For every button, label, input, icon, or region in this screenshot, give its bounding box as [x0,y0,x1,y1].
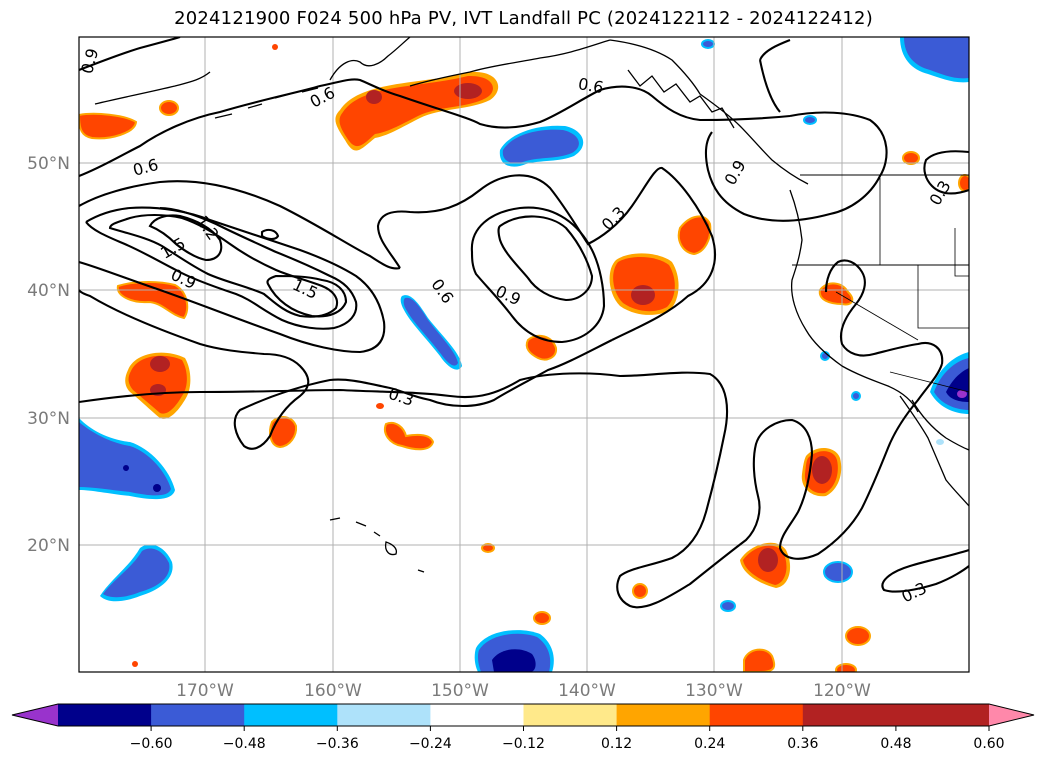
negative-blob [701,39,715,49]
colorbar-tick-label: −0.60 [130,736,173,752]
colorbar-swatch [337,704,431,726]
positive-blob [845,626,871,646]
positive-blob [902,151,920,165]
positive-blob [677,215,712,256]
colorbar-ticks: −0.60 −0.48 −0.36 −0.24 −0.12 0.12 0.24 0.36 0.4… [130,726,1005,752]
positive-blob [632,583,648,599]
positive-blob [269,416,298,449]
positive-blob [272,44,278,50]
negative-blob [823,561,853,583]
lat-label: 40°N [27,281,70,301]
colorbar-tick-label: 0.24 [694,736,725,752]
latitude-labels: 50°N 40°N 30°N 20°N [27,154,70,556]
negative-blob [936,439,944,445]
colorbar-tick-label: 0.60 [973,736,1004,752]
positive-blob [743,648,776,672]
negative-blob [400,295,462,370]
positive-blob [818,282,854,306]
colorbar-tick-label: −0.48 [223,736,266,752]
negative-blob [803,115,817,125]
negative-blob [720,600,736,612]
lat-label: 30°N [27,409,70,429]
colorbar-tick-label: 0.48 [880,736,911,752]
colorbar-swatch [151,704,245,726]
colorbar-swatch [523,704,618,726]
contours [79,37,969,609]
colorbar-swatch [895,704,990,726]
positive-blob [384,422,435,451]
colorbar-extend-low [12,704,58,726]
colorbar-extend-high [989,704,1034,726]
lon-label: 140°W [558,681,616,701]
lon-label: 150°W [431,681,489,701]
colorbar-swatch [244,704,338,726]
colorbar-tick-label: −0.24 [409,736,452,752]
negative-blob [100,544,173,602]
positive-blob [533,611,551,625]
lon-label: 170°W [176,681,234,701]
colorbar-tick-label: −0.36 [316,736,359,752]
positive-blob [740,542,791,588]
contour-label: 0.6 [577,74,605,97]
positive-blob [132,661,138,667]
positive-blob [335,71,499,151]
positive-blob [525,334,558,361]
colorbar-outline [11,703,1035,727]
negative-blob [851,391,861,401]
positive-blob [481,543,495,553]
colorbar-tick-label: 0.36 [787,736,818,752]
negative-blob [79,418,175,500]
shading-layer [79,37,969,672]
negative-blob [930,352,969,414]
map-title: 2024121900 F024 500 hPa PV, IVT Landfall… [174,8,873,29]
colorbar: −0.60 −0.48 −0.36 −0.24 −0.12 0.12 0.24 0.36 0.4… [11,703,1035,752]
positive-blob [159,100,179,116]
positive-blob [79,112,138,140]
positive-blob [376,403,384,409]
positive-blob [116,281,189,320]
positive-blob [609,253,679,315]
colorbar-swatch [709,704,804,726]
colorbar-swatch [58,704,152,726]
negative-blob [474,630,554,672]
map-border [78,36,970,673]
colorbar-swatch [430,704,524,726]
colorbar-tick-label: −0.12 [502,736,545,752]
lat-label: 20°N [27,536,70,556]
colorbar-swatch [802,704,897,726]
colorbar-tick-label: 0.12 [601,736,632,752]
negative-blob [499,125,584,167]
longitude-labels: 170°W 160°W 150°W 140°W 130°W 120°W [176,681,871,701]
lon-label: 160°W [304,681,362,701]
lon-label: 120°W [813,681,871,701]
colorbar-swatches [11,703,1035,727]
colorbar-swatch [616,704,711,726]
coastlines [94,37,969,573]
negative-blob [900,37,969,83]
lat-label: 50°N [27,154,70,174]
lon-label: 130°W [685,681,743,701]
positive-blob [835,663,857,672]
